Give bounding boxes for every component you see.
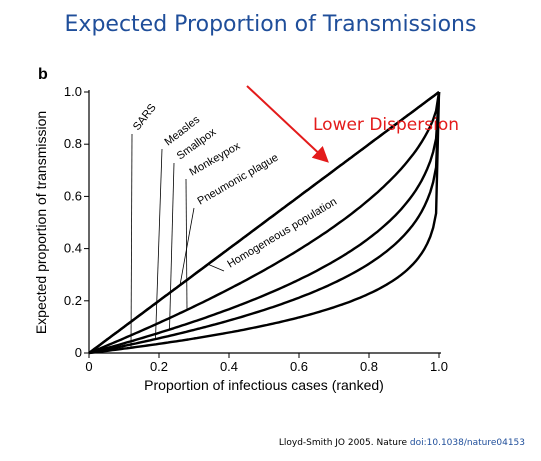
series-label-leader bbox=[155, 148, 163, 340]
y-tick-label: 0.6 bbox=[64, 188, 82, 203]
series-label-sars: SARS bbox=[131, 102, 159, 133]
slide-title: Expected Proportion of Transmissions bbox=[64, 12, 477, 37]
y-tick-label: 0.8 bbox=[64, 136, 82, 151]
y-tick-label: 1.0 bbox=[64, 84, 82, 99]
series-label-leader bbox=[169, 162, 175, 330]
y-tick-label: 0.4 bbox=[64, 241, 82, 256]
series-line-measles bbox=[88, 91, 441, 355]
series-line-homogeneous-population bbox=[88, 91, 440, 354]
citation-doi: doi:10.1038/nature04153 bbox=[409, 438, 525, 448]
x-tick-label: 0.4 bbox=[220, 359, 238, 374]
series-label-leader bbox=[207, 263, 225, 272]
x-tick-label: 0 bbox=[85, 359, 92, 374]
y-tick-label: 0 bbox=[75, 345, 82, 360]
x-axis-label: Proportion of infectious cases (ranked) bbox=[144, 377, 384, 393]
citation-author: Lloyd-Smith JO 2005. Nature bbox=[278, 438, 410, 448]
x-tick-label: 0.8 bbox=[360, 359, 378, 374]
chart-axes: 0 0.2 0.4 0.6 0.8 1.0 0 0.2 0.4 0.6 0.8 1.0 Proporti… bbox=[33, 84, 448, 393]
series-line-monkeypox bbox=[88, 91, 441, 355]
series-line-sars bbox=[88, 91, 441, 355]
series-label-leader bbox=[130, 133, 133, 348]
x-tick-label: 0.2 bbox=[150, 359, 168, 374]
annotation: Lower Dispersion bbox=[246, 85, 459, 163]
annotation-label: Lower Dispersion bbox=[313, 115, 459, 135]
y-axis-label: Expected proportion of transmission bbox=[33, 111, 49, 334]
series-layer bbox=[88, 91, 441, 355]
annotation-arrow bbox=[246, 85, 329, 163]
x-tick-label: 0.6 bbox=[290, 359, 308, 374]
series-label-leader bbox=[179, 207, 195, 286]
citation: Lloyd-Smith JO 2005. Nature doi:10.1038/… bbox=[279, 438, 525, 448]
series-label-leader bbox=[185, 178, 188, 310]
y-tick-label: 0.2 bbox=[64, 293, 82, 308]
panel-letter: b bbox=[38, 66, 48, 83]
series-line-smallpox bbox=[88, 91, 441, 355]
x-tick-label: 1.0 bbox=[430, 359, 448, 374]
